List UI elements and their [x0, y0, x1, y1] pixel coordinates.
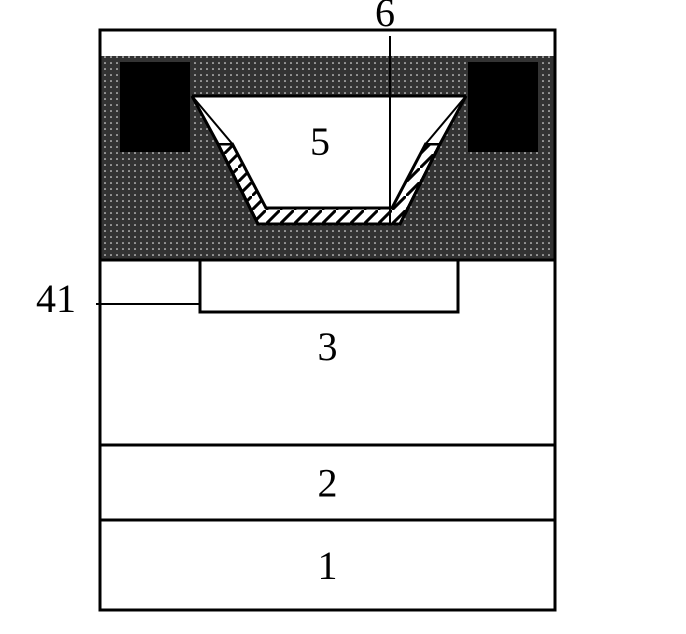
label-5: 5	[310, 119, 330, 164]
black-plug-left	[120, 62, 190, 152]
label-3: 3	[318, 324, 338, 369]
label-6: 6	[375, 0, 395, 35]
label-1: 1	[318, 543, 338, 588]
label-2: 2	[318, 461, 338, 506]
black-plug-right	[468, 62, 538, 152]
label-41: 41	[36, 276, 76, 321]
leader-41	[96, 304, 200, 312]
region-41	[200, 260, 458, 312]
